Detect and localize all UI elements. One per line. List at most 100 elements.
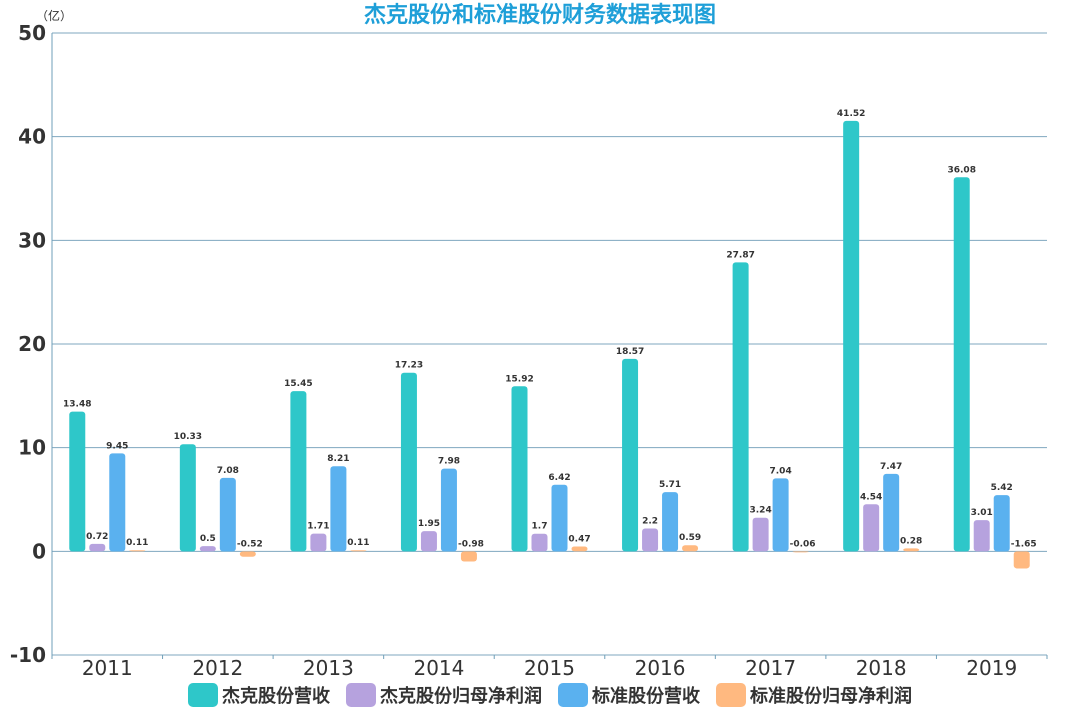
legend-label: 标准股份营收 bbox=[591, 685, 700, 707]
data-label: 3.24 bbox=[750, 506, 772, 516]
bar[interactable] bbox=[400, 372, 417, 552]
data-label: -0.98 bbox=[458, 539, 484, 549]
bar[interactable] bbox=[792, 551, 809, 553]
data-label: 7.04 bbox=[770, 466, 792, 476]
data-label: 1.7 bbox=[532, 522, 548, 532]
data-label: 13.48 bbox=[63, 400, 91, 410]
bar[interactable] bbox=[440, 468, 457, 552]
bar[interactable] bbox=[350, 550, 367, 552]
legend-label: 杰克股份营收 bbox=[222, 685, 330, 707]
x-tick-label: 2018 bbox=[856, 656, 907, 680]
data-label: 0.5 bbox=[200, 534, 216, 544]
bar[interactable] bbox=[420, 531, 437, 552]
bar[interactable] bbox=[551, 484, 568, 552]
bar[interactable] bbox=[622, 358, 639, 552]
bar[interactable] bbox=[843, 120, 860, 552]
y-tick-label: 40 bbox=[18, 125, 46, 149]
bar[interactable] bbox=[129, 550, 146, 552]
bar[interactable] bbox=[682, 545, 699, 552]
data-label: 7.47 bbox=[880, 462, 902, 472]
axes: -10 0 10 20 30 40 50 2011 2012 2013 2014 2015 2016 20… bbox=[10, 21, 1048, 680]
bars bbox=[69, 120, 1030, 569]
bar[interactable] bbox=[290, 391, 307, 552]
data-label: 7.98 bbox=[438, 457, 460, 467]
data-label: 17.23 bbox=[395, 361, 423, 371]
bar[interactable] bbox=[219, 477, 236, 552]
data-label: 10.33 bbox=[174, 432, 202, 442]
bar[interactable] bbox=[752, 517, 769, 552]
data-label: 6.42 bbox=[548, 473, 570, 483]
data-label: -0.52 bbox=[237, 539, 263, 549]
data-label: 5.42 bbox=[991, 483, 1013, 493]
bar[interactable] bbox=[953, 177, 970, 552]
data-label: -0.06 bbox=[790, 539, 816, 549]
data-label: 0.72 bbox=[86, 532, 108, 542]
data-labels: 13.48 0.72 9.45 0.11 10.33 0.5 7.08 -0.52 15.45 1… bbox=[63, 109, 1037, 549]
y-tick-label: 30 bbox=[18, 228, 46, 252]
legend-swatch bbox=[346, 683, 376, 707]
data-label: 15.45 bbox=[284, 379, 312, 389]
x-tick-label: 2015 bbox=[524, 656, 575, 680]
bar[interactable] bbox=[883, 473, 900, 552]
data-label: 0.47 bbox=[568, 534, 590, 544]
bar[interactable] bbox=[460, 551, 477, 562]
legend-item[interactable]: 杰克股份归母净利润 bbox=[346, 683, 542, 707]
data-label: 2.2 bbox=[642, 517, 658, 527]
data-label: 3.01 bbox=[971, 508, 993, 518]
bar[interactable] bbox=[772, 478, 789, 552]
bar[interactable] bbox=[903, 548, 920, 552]
x-tick-label: 2017 bbox=[745, 656, 796, 680]
y-unit-label: （亿） bbox=[36, 8, 72, 23]
x-tick-label: 2012 bbox=[192, 656, 243, 680]
data-label: 36.08 bbox=[947, 165, 975, 175]
bar[interactable] bbox=[310, 533, 327, 552]
bar[interactable] bbox=[571, 546, 588, 552]
legend-swatch bbox=[716, 683, 746, 707]
bar[interactable] bbox=[531, 533, 548, 552]
legend-item[interactable]: 标准股份归母净利润 bbox=[716, 683, 912, 707]
y-tick-label: 0 bbox=[32, 539, 46, 563]
bar[interactable] bbox=[1013, 551, 1030, 569]
bar[interactable] bbox=[69, 411, 86, 552]
bar[interactable] bbox=[973, 520, 990, 552]
y-tick-label: 10 bbox=[18, 436, 46, 460]
bar[interactable] bbox=[732, 262, 749, 552]
data-label: -1.65 bbox=[1011, 539, 1037, 549]
data-label: 1.71 bbox=[307, 522, 329, 532]
y-tick-label: 20 bbox=[18, 332, 46, 356]
data-label: 27.87 bbox=[726, 250, 754, 260]
bar[interactable] bbox=[642, 528, 659, 552]
data-label: 15.92 bbox=[505, 374, 533, 384]
legend-label: 标准股份归母净利润 bbox=[749, 685, 912, 707]
bar[interactable] bbox=[89, 543, 106, 552]
x-tick-label: 2011 bbox=[82, 656, 133, 680]
y-tick-label: -10 bbox=[10, 643, 46, 667]
bar[interactable] bbox=[239, 551, 256, 557]
legend[interactable]: 杰克股份营收 杰克股份归母净利润 标准股份营收 标准股份归母净利润 bbox=[188, 683, 912, 707]
data-label: 8.21 bbox=[327, 454, 349, 464]
bar[interactable] bbox=[179, 444, 196, 552]
bar[interactable] bbox=[330, 466, 347, 552]
bar[interactable] bbox=[511, 386, 528, 552]
data-label: 7.08 bbox=[217, 466, 239, 476]
bar[interactable] bbox=[199, 546, 216, 552]
data-label: 1.95 bbox=[418, 519, 440, 529]
x-tick-label: 2016 bbox=[635, 656, 686, 680]
chart-title: 杰克股份和标准股份财务数据表现图 bbox=[364, 2, 716, 28]
data-label: 0.28 bbox=[900, 536, 922, 546]
legend-item[interactable]: 杰克股份营收 bbox=[188, 683, 330, 707]
legend-swatch bbox=[558, 683, 588, 707]
data-label: 0.11 bbox=[126, 538, 148, 548]
legend-item[interactable]: 标准股份营收 bbox=[558, 683, 700, 707]
legend-swatch bbox=[188, 683, 218, 707]
data-label: 0.11 bbox=[347, 538, 369, 548]
legend-label: 杰克股份归母净利润 bbox=[380, 685, 542, 707]
data-label: 41.52 bbox=[837, 109, 865, 119]
bar[interactable] bbox=[863, 504, 880, 552]
bar[interactable] bbox=[993, 495, 1010, 552]
data-label: 18.57 bbox=[616, 347, 644, 357]
bar[interactable] bbox=[662, 492, 679, 552]
data-label: 0.59 bbox=[679, 533, 701, 543]
bar[interactable] bbox=[109, 453, 126, 552]
